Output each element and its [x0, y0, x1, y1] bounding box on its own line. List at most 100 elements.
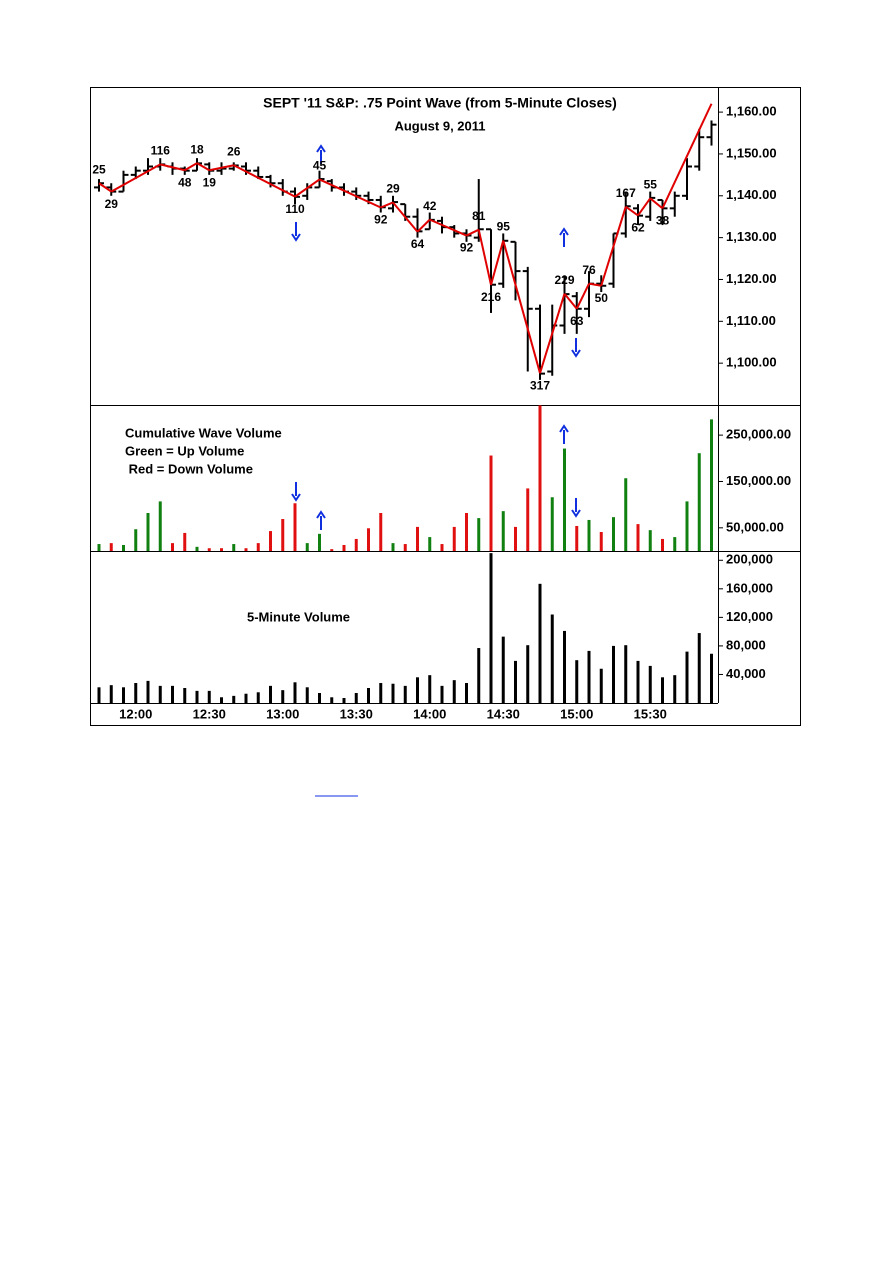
bar: [465, 512, 468, 551]
bar: [452, 680, 456, 703]
bar: [220, 548, 223, 551]
wave-segment: [209, 164, 234, 172]
bar: [342, 544, 346, 551]
y-tick-label: 1,110.00: [726, 313, 776, 328]
wave-volume-label: 29: [386, 182, 400, 196]
bar: [97, 544, 101, 551]
bar: [575, 525, 579, 551]
wave-volume-label: 62: [631, 221, 645, 235]
wave-segment: [429, 218, 467, 237]
bar: [599, 531, 603, 551]
wave-volume-label: 216: [481, 290, 501, 304]
chart-title: SEPT '11 S&P: .75 Point Wave (from 5-Min…: [263, 95, 617, 111]
wave-segment: [625, 205, 639, 217]
bar: [648, 665, 652, 703]
bar: [256, 543, 260, 551]
wave-volume-label: 110: [285, 202, 305, 216]
bar: [416, 677, 419, 703]
bar: [256, 692, 260, 703]
bar: [305, 687, 309, 703]
bar: [550, 497, 554, 551]
bar: [538, 405, 542, 551]
bar: [440, 685, 444, 703]
wave-volume-label: 81: [472, 209, 486, 223]
bar: [563, 630, 566, 703]
wave-segment: [294, 178, 321, 198]
annotation: Green = Up Volume: [125, 443, 244, 458]
bar: [612, 645, 615, 703]
bar: [122, 544, 125, 551]
y-tick-label: 160,000: [726, 580, 773, 595]
bar: [293, 682, 297, 703]
bar: [134, 683, 138, 703]
wave-segment: [502, 240, 541, 374]
wave-volume-label: 45: [313, 159, 327, 173]
signal-arrows: [291, 144, 581, 530]
x-tick-label: 12:30: [193, 706, 226, 721]
bar: [207, 690, 211, 703]
bar: [232, 695, 236, 703]
wave-segment: [110, 163, 161, 193]
bar: [599, 668, 603, 703]
wave-segment: [233, 164, 296, 198]
wave-volume-label: 42: [423, 199, 437, 213]
bar: [685, 501, 689, 551]
x-tick-label: 15:00: [560, 706, 593, 721]
bar: [514, 660, 517, 703]
bar: [293, 503, 297, 551]
y-tick-label: 50,000.00: [726, 519, 784, 534]
wave-segment: [392, 201, 419, 233]
bar: [648, 530, 652, 551]
bar: [514, 526, 517, 551]
bar: [550, 614, 554, 703]
wave-segment: [600, 206, 627, 287]
annotation: Red = Down Volume: [125, 461, 253, 476]
y-tick-label: 150,000.00: [726, 473, 791, 488]
wave-segment: [380, 201, 394, 209]
wave-segment: [196, 162, 210, 172]
bar: [244, 548, 248, 551]
bar: [477, 648, 481, 703]
bar: [452, 526, 456, 551]
x-tick-label: 13:30: [340, 706, 373, 721]
wave-volume-label: 26: [227, 144, 241, 158]
wave-volume-label: 229: [554, 273, 574, 287]
panel-title: 5-Minute Volume: [247, 609, 350, 624]
wave-segment: [477, 229, 492, 286]
bar: [440, 544, 444, 551]
y-tick-label: 40,000: [726, 666, 766, 681]
bar: [710, 419, 713, 551]
bar: [244, 693, 248, 703]
bar: [710, 653, 713, 703]
bar: [673, 537, 677, 551]
bar: [281, 690, 285, 703]
bar: [624, 645, 628, 703]
bar: [318, 693, 321, 703]
y-tick-label: 1,160.00: [726, 104, 777, 119]
bar: [685, 651, 689, 703]
wave-volume-label: 48: [178, 175, 192, 189]
bar: [501, 511, 505, 551]
bar: [281, 519, 285, 551]
y-tick-label: 250,000.00: [726, 427, 791, 442]
bar: [575, 660, 579, 703]
bar: [379, 512, 383, 551]
bar: [379, 683, 383, 703]
wave-volume-label: 50: [595, 291, 609, 305]
wave-volume-label: 18: [190, 142, 204, 156]
wave-volume-label: 92: [374, 213, 388, 227]
wave-volume-label: 116: [151, 144, 171, 158]
bar: [391, 683, 395, 703]
bar: [97, 687, 101, 703]
chart-frame: [90, 87, 801, 726]
bar: [269, 685, 272, 703]
wave-segment: [661, 103, 713, 209]
bar: [587, 519, 591, 551]
bar: [587, 650, 591, 703]
wave-segment: [319, 178, 382, 209]
wave-segment: [98, 182, 112, 193]
bar: [195, 690, 199, 703]
bar: [636, 660, 640, 703]
